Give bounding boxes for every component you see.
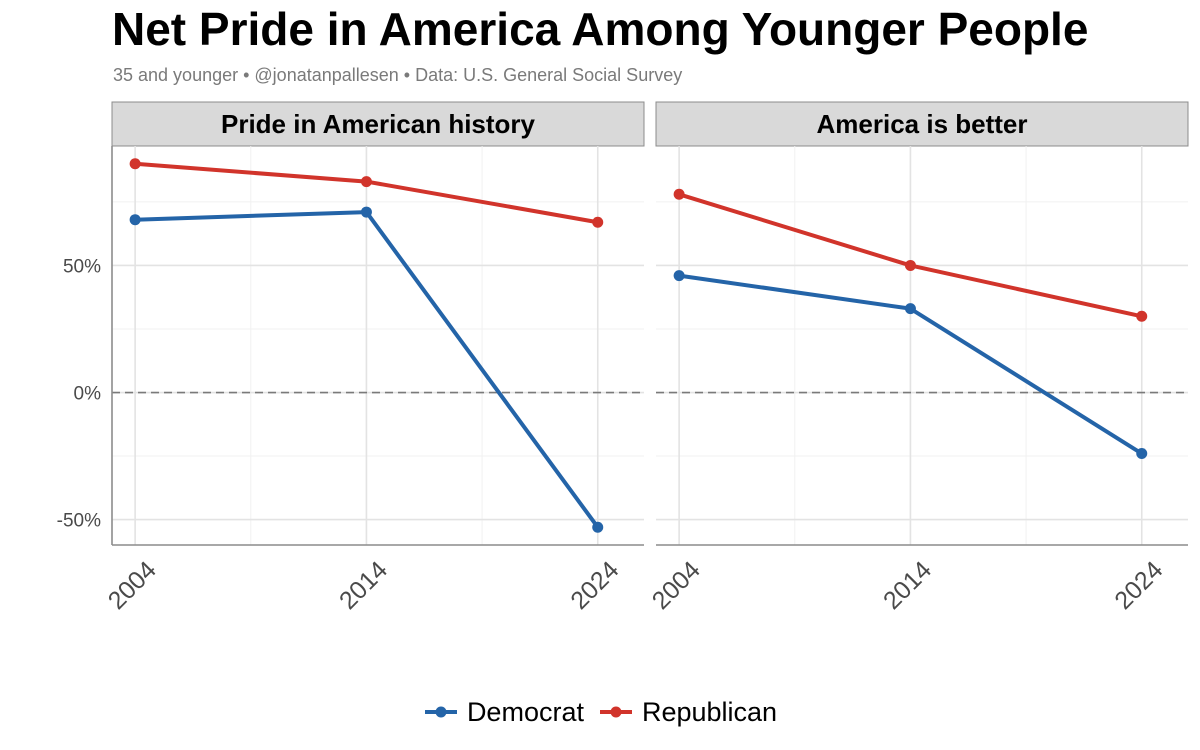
data-point-democrat [673,270,685,282]
panel-title: Pride in American history [221,109,536,139]
data-point-republican [673,188,685,200]
data-point-democrat [1136,448,1148,460]
data-point-republican [592,216,604,228]
legend-item-democrat: Democrat [423,697,584,728]
legend-key-republican [599,706,632,718]
chart-plot: Pride in American history -50% 0% 50% 2004 20… [57,101,1189,615]
x-tick-label: 2004 [103,556,162,615]
x-tick-label: 2014 [878,556,937,615]
legend-key-democrat [424,706,457,718]
data-point-republican [1136,310,1148,322]
y-tick-label: 50% [63,256,101,277]
legend-label: Republican [641,696,778,727]
data-point-democrat [129,214,141,226]
data-point-republican [904,259,916,271]
legend-label: Democrat [466,696,584,727]
x-tick-label: 2024 [565,556,624,615]
panel-title: America is better [817,109,1028,139]
y-tick-label: 0% [74,384,102,405]
panel-strip [655,101,1189,147]
panel-strip [111,101,645,147]
x-tick-label: 2014 [334,556,393,615]
data-point-democrat [360,206,372,218]
chart-title: Net Pride in America Among Younger Peopl… [112,3,1089,55]
data-point-democrat [592,521,604,533]
data-point-republican [129,158,141,170]
data-point-democrat [904,303,916,315]
legend: Democrat Republican [0,692,1200,732]
data-point-republican [360,176,372,188]
y-tick-label: -50% [57,511,101,532]
chart-subtitle: 35 and younger • @jonatanpallesen • Data… [113,65,683,85]
legend-item-republican: Republican [598,697,777,728]
x-tick-label: 2004 [647,556,706,615]
x-tick-label: 2024 [1109,556,1168,615]
